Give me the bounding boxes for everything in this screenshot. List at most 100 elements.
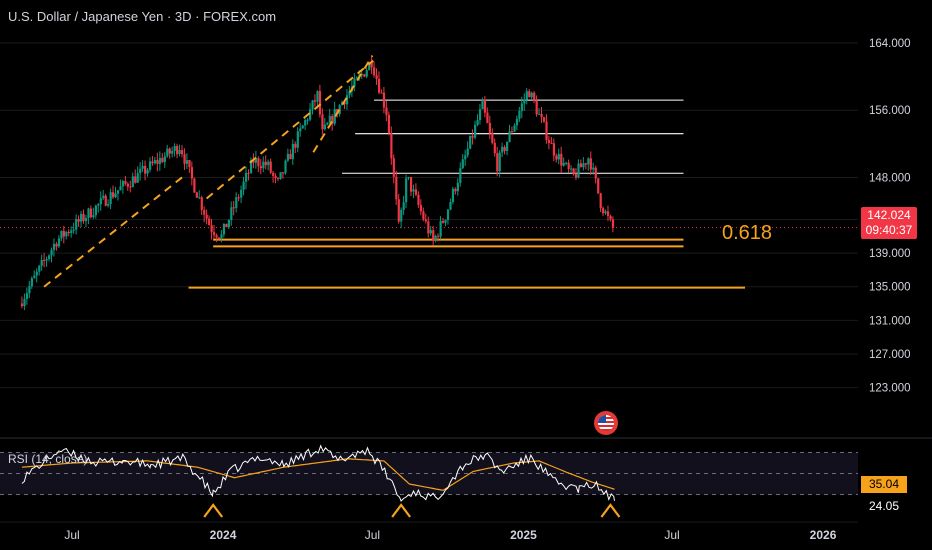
candle-body (62, 230, 65, 237)
candle-body (215, 235, 218, 238)
candle-body (419, 204, 423, 212)
candle-body (365, 70, 368, 77)
time-tick-label: Jul (664, 528, 679, 542)
candle-body (542, 117, 546, 122)
candle-body (402, 202, 405, 210)
rsi-legend[interactable]: RSI (14, close) (8, 452, 88, 466)
rsi-pane (0, 437, 932, 502)
candle-body (513, 125, 516, 132)
candle-body (277, 178, 280, 180)
candle-body (301, 125, 304, 129)
candle-body (72, 229, 75, 231)
candle-body (525, 91, 528, 100)
candle-body (245, 172, 248, 182)
trendlines[interactable] (43, 55, 374, 288)
candle-body (267, 161, 270, 166)
candle-body (274, 175, 277, 179)
candle-body (409, 177, 413, 192)
candle-body (459, 168, 462, 183)
candle-body (589, 158, 592, 170)
candle-body (235, 197, 238, 209)
candle-body (510, 131, 514, 133)
candle-body (316, 91, 319, 102)
candle-body (345, 95, 349, 105)
candle-body (355, 77, 359, 79)
candle-body (212, 232, 216, 236)
candle-body (478, 109, 482, 121)
candle-body (515, 118, 519, 126)
candle-body (97, 204, 100, 206)
candle-body (33, 275, 36, 279)
candle-body (592, 167, 595, 170)
candle-body (370, 62, 373, 68)
candle-body (353, 78, 356, 87)
candle-body (176, 146, 179, 155)
candle-body (121, 181, 125, 187)
candle-body (518, 111, 521, 119)
candle-body (296, 131, 299, 148)
candle-body (252, 160, 255, 163)
candle-body (429, 230, 432, 234)
price-tick-label: 123.000 (869, 383, 911, 395)
us-flag-event-icon[interactable] (594, 411, 618, 435)
candle-body (284, 160, 287, 174)
candle-body (503, 146, 506, 151)
current-price: 142.024 (867, 208, 911, 222)
candle-body (604, 211, 607, 214)
candle-body (247, 172, 250, 174)
time-tick-label: 2026 (810, 528, 837, 542)
candle-body (380, 92, 383, 94)
candle-body (89, 208, 93, 218)
candle-body (311, 100, 314, 110)
candle-body (242, 181, 245, 190)
candle-body (119, 186, 122, 191)
candle-body (464, 155, 467, 160)
rsi-value-badge: 24.05 (861, 498, 907, 515)
candle-body (178, 150, 181, 155)
candle-body (208, 218, 211, 226)
candle-body (313, 100, 317, 102)
candle-body (141, 165, 144, 169)
candle-body (144, 165, 147, 174)
candle-body (107, 203, 110, 206)
candle-body (498, 152, 501, 172)
candle-body (84, 217, 88, 222)
candle-body (279, 172, 282, 179)
candle-body (180, 150, 184, 155)
candle-body (424, 219, 427, 222)
grid (0, 42, 858, 389)
candle-body (469, 135, 472, 149)
candle-body (124, 181, 127, 184)
candle-body (205, 214, 208, 219)
candle-body (309, 109, 312, 120)
candle-body (227, 219, 230, 228)
time-axis[interactable]: Jul 2024 Jul 2025 Jul 2026 (0, 521, 858, 542)
candle-body (171, 150, 174, 154)
fib-level-label[interactable]: 0.618 (722, 222, 773, 244)
candle-body (326, 123, 329, 125)
candle-body (523, 99, 526, 104)
candle-body (333, 109, 336, 124)
candle-body (570, 168, 573, 170)
candle-body (272, 172, 275, 176)
horizontal-levels[interactable] (0, 99, 858, 289)
candle-body (560, 153, 563, 166)
candle-body (449, 202, 452, 210)
candle-body (461, 159, 464, 169)
candle-body (390, 133, 393, 159)
candle-body (151, 161, 154, 164)
candle-body (183, 154, 186, 164)
candle-body (471, 135, 474, 138)
candle-body (417, 194, 420, 205)
candle-body (348, 91, 351, 96)
candle-body (574, 174, 578, 178)
candle-body (40, 260, 43, 266)
trendline (43, 176, 183, 288)
candle-body (444, 219, 447, 223)
candle-body (198, 197, 201, 199)
candle-body (597, 178, 600, 194)
candle-body (486, 112, 489, 124)
candle-body (146, 169, 149, 174)
candle-body (385, 107, 388, 115)
